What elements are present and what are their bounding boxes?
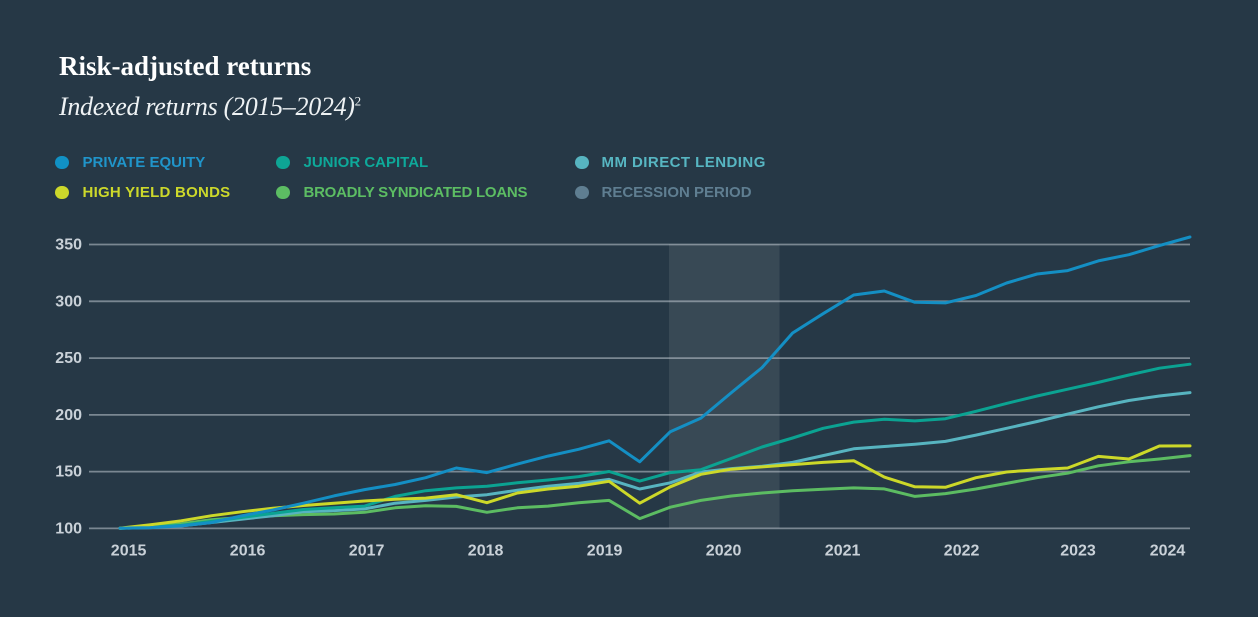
svg-text:2020: 2020 bbox=[706, 543, 742, 560]
svg-text:2022: 2022 bbox=[944, 543, 980, 560]
svg-text:2021: 2021 bbox=[825, 543, 861, 560]
svg-text:300: 300 bbox=[55, 293, 82, 310]
svg-text:200: 200 bbox=[55, 407, 82, 424]
svg-text:2016: 2016 bbox=[230, 543, 266, 560]
svg-text:2015: 2015 bbox=[111, 543, 147, 560]
svg-text:250: 250 bbox=[55, 350, 82, 367]
svg-text:2018: 2018 bbox=[468, 543, 504, 560]
svg-text:2017: 2017 bbox=[349, 543, 385, 560]
svg-text:2024: 2024 bbox=[1150, 543, 1186, 560]
svg-text:100: 100 bbox=[55, 521, 82, 538]
svg-text:150: 150 bbox=[55, 464, 82, 481]
svg-text:350: 350 bbox=[55, 237, 82, 254]
svg-text:2023: 2023 bbox=[1060, 543, 1096, 560]
svg-text:2019: 2019 bbox=[587, 543, 623, 560]
